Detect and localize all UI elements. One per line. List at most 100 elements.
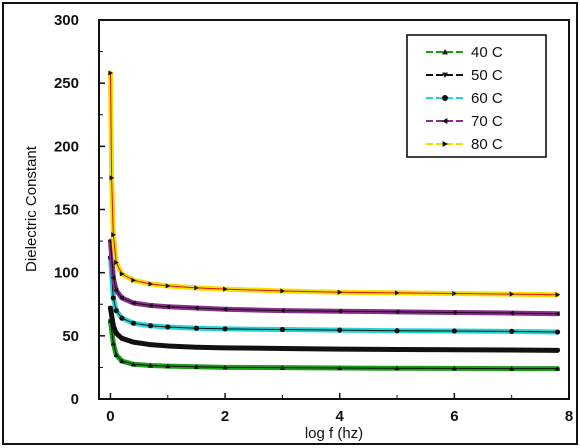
data-point [451,347,457,353]
data-point [337,347,343,352]
data-point [147,362,154,368]
data-point [119,315,125,321]
data-point [280,288,286,294]
data-point [110,275,116,281]
data-point [337,365,343,371]
data-point [509,366,515,371]
data-point [394,309,400,315]
legend-marker [442,72,448,78]
data-point [130,340,136,345]
data-point [337,289,343,295]
x-tick-label: 0 [106,408,114,425]
data-point [193,364,200,369]
data-point [394,365,400,371]
data-point [113,331,119,336]
data-point [222,345,228,351]
data-point [130,300,136,306]
legend: 40 C 50 C 60 C 70 C 80 C [406,34,547,158]
data-point [131,277,136,283]
data-point [110,323,116,329]
data-point [451,365,457,371]
legend-label: 60 C [471,90,503,107]
data-point [108,70,114,76]
x-tick-label: 2 [221,408,229,425]
data-point [165,283,171,289]
data-point [223,286,228,292]
y-axis-title: Dielectric Constant [23,145,40,272]
data-point [193,305,199,311]
data-point [279,365,286,370]
data-point [110,340,116,346]
legend-marker [442,49,448,55]
data-point [119,295,125,301]
data-point [165,304,170,310]
data-point [555,292,561,298]
data-point [509,328,515,335]
data-point [147,323,154,329]
data-point [193,325,200,331]
data-point [279,326,286,333]
data-point [119,336,125,341]
series-4 [107,70,561,298]
data-point [193,345,200,350]
legend-label: 50 C [471,67,503,84]
data-point [509,310,514,316]
y-tick-label: 0 [71,391,79,408]
data-point [194,285,200,291]
legend-label: 40 C [471,44,503,61]
legend-marker [442,141,448,147]
dielectric-chart: 0 50 100 150 200 250 300 0 2 4 6 8 log f (hz) Diele… [23,12,573,442]
data-point [222,326,228,332]
data-point [165,324,171,330]
data-point [394,347,400,353]
data-point [119,358,125,364]
data-point [110,295,116,301]
data-point [107,305,114,311]
x-tick-label: 8 [565,408,573,425]
series-2 [107,254,561,335]
data-point [554,329,561,335]
legend-item: 70 C [426,113,503,130]
series-1 [107,305,561,353]
legend-marker [442,95,448,101]
data-point [109,175,115,181]
y-tick-label: 250 [54,75,79,92]
series-centerline [109,241,558,315]
y-tick-label: 300 [54,12,79,29]
data-point [394,328,400,334]
legend-marker [442,118,448,124]
series-centerline [109,73,558,296]
data-point [554,366,561,371]
y-tick-label: 200 [54,138,79,155]
data-point [147,342,154,348]
series-0 [107,318,561,372]
y-tick-label: 50 [62,328,79,345]
series-3 [107,238,561,317]
legend-item: 80 C [426,136,503,153]
data-point [113,352,119,357]
legend-item: 60 C [426,90,503,107]
legend-item: 40 C [426,44,503,61]
data-point [337,327,343,333]
data-point [111,232,116,238]
legend-box [406,34,547,158]
data-point [509,291,515,297]
data-point [113,307,119,314]
y-tick-label: 150 [54,202,79,219]
data-point [279,307,285,314]
x-tick-label: 6 [450,408,458,425]
data-point [147,302,153,309]
data-point [113,287,119,293]
data-point [130,320,136,326]
legend-item: 50 C [426,67,503,84]
axes: 0 50 100 150 200 250 300 0 2 4 6 8 [54,12,573,425]
data-point [451,328,457,334]
data-point [130,361,136,367]
data-point [394,290,400,296]
data-point [337,308,342,314]
x-axis-title: log f (hz) [305,425,363,442]
data-point [222,364,228,370]
data-point [451,309,457,316]
series-line [107,238,561,317]
